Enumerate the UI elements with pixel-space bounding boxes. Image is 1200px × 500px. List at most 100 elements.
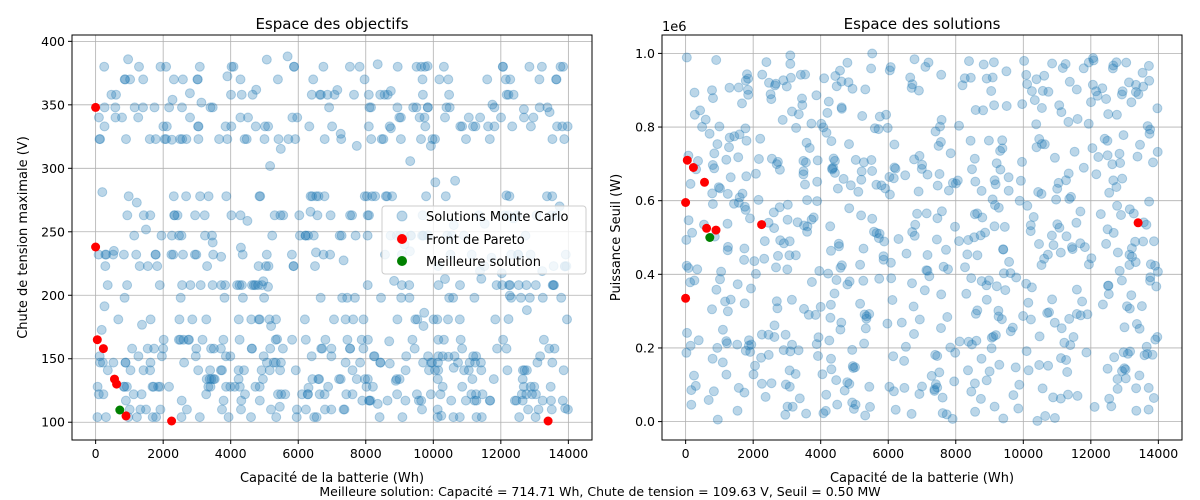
monte-carlo-point xyxy=(969,378,980,389)
monte-carlo-point xyxy=(507,121,518,132)
axis-offset-label: 1e6 xyxy=(662,20,687,35)
monte-carlo-point xyxy=(813,351,823,361)
monte-carlo-point xyxy=(745,213,755,224)
monte-carlo-point xyxy=(922,265,933,276)
monte-carlo-point xyxy=(707,160,718,170)
monte-carlo-point xyxy=(962,249,973,260)
monte-carlo-point xyxy=(135,404,146,415)
monte-carlo-point xyxy=(1108,175,1119,186)
monte-carlo-point xyxy=(693,335,704,346)
monte-carlo-point xyxy=(924,271,935,282)
monte-carlo-point xyxy=(538,334,549,345)
monte-carlo-point xyxy=(739,243,750,254)
monte-carlo-point xyxy=(782,214,793,225)
monte-carlo-point xyxy=(715,183,725,194)
monte-carlo-point xyxy=(936,69,947,80)
monte-carlo-point xyxy=(929,385,940,396)
monte-carlo-point xyxy=(859,309,870,320)
monte-carlo-point xyxy=(239,365,249,376)
monte-carlo-point xyxy=(737,98,747,109)
monte-carlo-point xyxy=(739,254,750,265)
monte-carlo-point xyxy=(766,153,777,164)
monte-carlo-point xyxy=(201,389,212,400)
monte-carlo-point xyxy=(358,314,369,325)
monte-carlo-point xyxy=(342,292,353,303)
monte-carlo-point xyxy=(421,191,432,202)
monte-carlo-point xyxy=(218,334,229,345)
monte-carlo-point xyxy=(423,351,434,362)
monte-carlo-point xyxy=(528,112,539,123)
monte-carlo-point xyxy=(93,112,104,123)
monte-carlo-point xyxy=(392,61,403,72)
monte-carlo-point xyxy=(847,83,858,94)
monte-carlo-point xyxy=(856,174,867,185)
monte-carlo-point xyxy=(179,357,190,368)
monte-carlo-point xyxy=(288,261,299,272)
monte-carlo-point xyxy=(1124,260,1135,270)
pareto-point xyxy=(167,416,177,426)
monte-carlo-point xyxy=(815,301,826,312)
monte-carlo-point xyxy=(237,249,248,260)
monte-carlo-point xyxy=(787,401,798,412)
monte-carlo-point xyxy=(556,292,567,303)
monte-carlo-point xyxy=(1089,401,1100,412)
monte-carlo-point xyxy=(248,280,259,291)
monte-carlo-point xyxy=(929,384,940,395)
monte-carlo-point xyxy=(534,74,545,85)
monte-carlo-point xyxy=(800,157,811,168)
monte-carlo-point xyxy=(549,280,559,291)
monte-carlo-point xyxy=(174,314,185,325)
monte-carlo-point xyxy=(711,284,722,295)
monte-carlo-point xyxy=(842,57,853,68)
monte-carlo-point xyxy=(138,74,149,85)
monte-carlo-point xyxy=(134,61,144,72)
monte-carlo-point xyxy=(896,317,907,328)
monte-carlo-point xyxy=(1118,130,1129,141)
y-tick-label: 0.2 xyxy=(635,340,655,355)
monte-carlo-point xyxy=(441,102,452,113)
monte-carlo-point xyxy=(1049,152,1060,163)
monte-carlo-point xyxy=(722,245,733,256)
monte-carlo-point xyxy=(306,351,317,362)
monte-carlo-point xyxy=(469,292,480,303)
monte-carlo-point xyxy=(733,197,744,208)
monte-carlo-point xyxy=(890,404,901,415)
monte-carlo-point xyxy=(307,191,318,202)
monte-carlo-point xyxy=(950,347,961,358)
monte-carlo-point xyxy=(829,155,840,166)
monte-carlo-point xyxy=(1034,134,1045,144)
monte-carlo-point xyxy=(721,154,732,165)
monte-carlo-point xyxy=(207,102,218,113)
monte-carlo-point xyxy=(743,84,753,95)
x-tick-label: 12000 xyxy=(1071,446,1111,461)
monte-carlo-point xyxy=(311,191,322,202)
monte-carlo-point xyxy=(347,210,357,221)
monte-carlo-point xyxy=(856,210,867,221)
monte-carlo-point xyxy=(1039,253,1050,264)
monte-carlo-point xyxy=(217,365,227,376)
monte-carlo-point xyxy=(1079,242,1090,253)
monte-carlo-point xyxy=(547,280,558,291)
legend-box xyxy=(381,205,587,275)
monte-carlo-point xyxy=(1052,183,1063,194)
monte-carlo-point xyxy=(197,334,208,345)
monte-carlo-point xyxy=(1033,187,1044,197)
monte-carlo-point xyxy=(1059,337,1070,348)
monte-carlo-point xyxy=(1112,247,1123,258)
figure-caption: Meilleure solution: Capacité = 714.71 Wh… xyxy=(319,484,881,499)
monte-carlo-point xyxy=(229,381,240,392)
monte-carlo-point xyxy=(217,404,227,415)
monte-carlo-point xyxy=(947,177,958,188)
monte-carlo-point xyxy=(266,321,277,331)
monte-carlo-point xyxy=(1111,109,1122,120)
monte-carlo-point xyxy=(861,313,872,324)
monte-carlo-point xyxy=(362,334,373,345)
monte-carlo-point xyxy=(134,261,145,272)
monte-carlo-point xyxy=(237,292,248,303)
x-tick-label: 0 xyxy=(92,446,100,461)
monte-carlo-point xyxy=(707,199,718,209)
monte-carlo-point xyxy=(999,221,1010,232)
monte-carlo-point xyxy=(500,74,511,85)
monte-carlo-point xyxy=(375,357,386,368)
monte-carlo-point xyxy=(133,112,144,123)
